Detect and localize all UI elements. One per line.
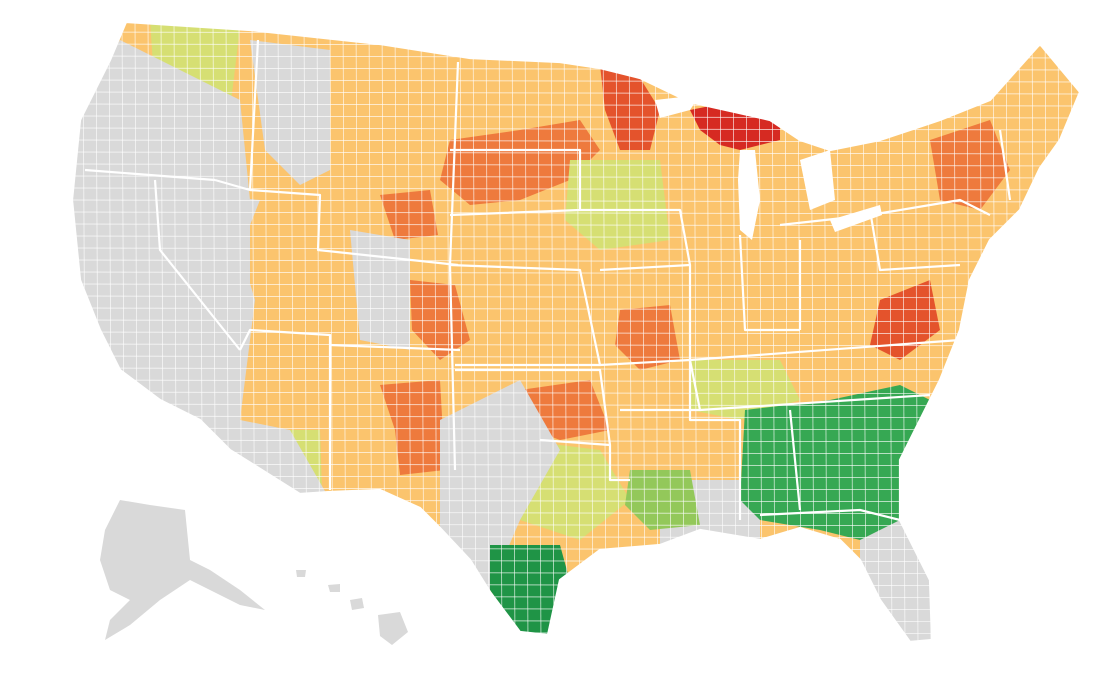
county-border-line [70,644,1090,646]
region-south-texas-green [490,545,575,640]
alaska-region [100,500,265,640]
county-border-line [72,571,1080,575]
county-border-line [72,211,1080,215]
state-border-line [70,20,1082,644]
county-border-line [72,403,1080,407]
county-border-line [511,22,516,642]
county-border-line [72,319,1080,323]
county-border-line [72,223,1080,227]
state-border-line [239,328,332,490]
county-border-line [72,22,1080,23]
county-border-line [641,22,646,642]
lake-huron [800,150,835,210]
region-colorado-nodata [350,230,410,350]
state-border-line [998,129,1012,201]
region-colorado-dark [410,280,470,360]
county-border-line [72,235,1080,239]
county-border-line [72,619,1080,623]
county-border-line [563,22,568,642]
region-west-texas-nodata [440,380,560,590]
lake-michigan [738,150,760,240]
state-border-line [779,198,991,227]
county-border-line [72,355,1080,359]
county-border-line [615,22,620,642]
county-border-line [72,307,1080,311]
county-border-line [537,22,542,642]
region-mississippi-delta-green [625,470,700,530]
alaska-landmass [100,500,265,640]
state-border-line [688,265,742,520]
state-border-line [738,234,800,332]
county-border-line [72,127,1080,131]
county-border-line [1084,20,1087,645]
county-border-line [72,607,1080,611]
county-border-line [654,22,659,642]
lake-erie [830,205,882,232]
hawaii-island [328,584,340,592]
region-virginia-red [870,280,940,360]
county-border-line [72,247,1080,251]
county-border-line [72,22,74,642]
lake-superior [655,95,700,118]
county-border-line [628,22,633,642]
state-border-line [539,438,611,447]
state-border-line [329,343,461,352]
state-border-line [153,179,241,351]
state-border-line [699,393,931,412]
state-border-line [84,168,216,182]
region-northeast-dark [930,120,1010,210]
state-border-line [759,508,901,522]
region-southeast-green [740,385,930,540]
hawaii-island [350,598,364,610]
county-border-line [576,22,581,642]
county-border-line [72,283,1080,287]
county-border-line [602,22,607,642]
state-border-line [868,209,961,272]
hawaii-island [378,612,408,645]
great-lakes [655,95,882,240]
state-border-line [449,148,582,217]
county-border-line [72,379,1080,383]
county-border-line [72,139,1080,143]
state-border-line [249,188,459,267]
state-border-line [689,338,961,362]
state-borders [70,20,1082,644]
state-border-line [449,263,602,367]
county-border-line [72,631,1080,635]
region-florida-nodata [860,520,932,642]
county-border-line [550,22,555,642]
county-border-line [72,391,1080,395]
county-border-line [72,331,1080,335]
hawaii-region [296,570,408,645]
county-border-line [72,259,1080,263]
county-border-line [72,295,1080,299]
county-border-line [72,343,1080,347]
state-border-line [580,208,692,272]
region-idaho-nodata [250,40,330,185]
county-border-line [524,22,529,642]
contiguous-us-region [70,20,1090,646]
region-newmexico-dark [380,380,445,475]
state-border-line [788,409,802,511]
hawaii-island [296,570,306,577]
county-border-line [589,22,594,642]
state-border-line [599,358,702,412]
